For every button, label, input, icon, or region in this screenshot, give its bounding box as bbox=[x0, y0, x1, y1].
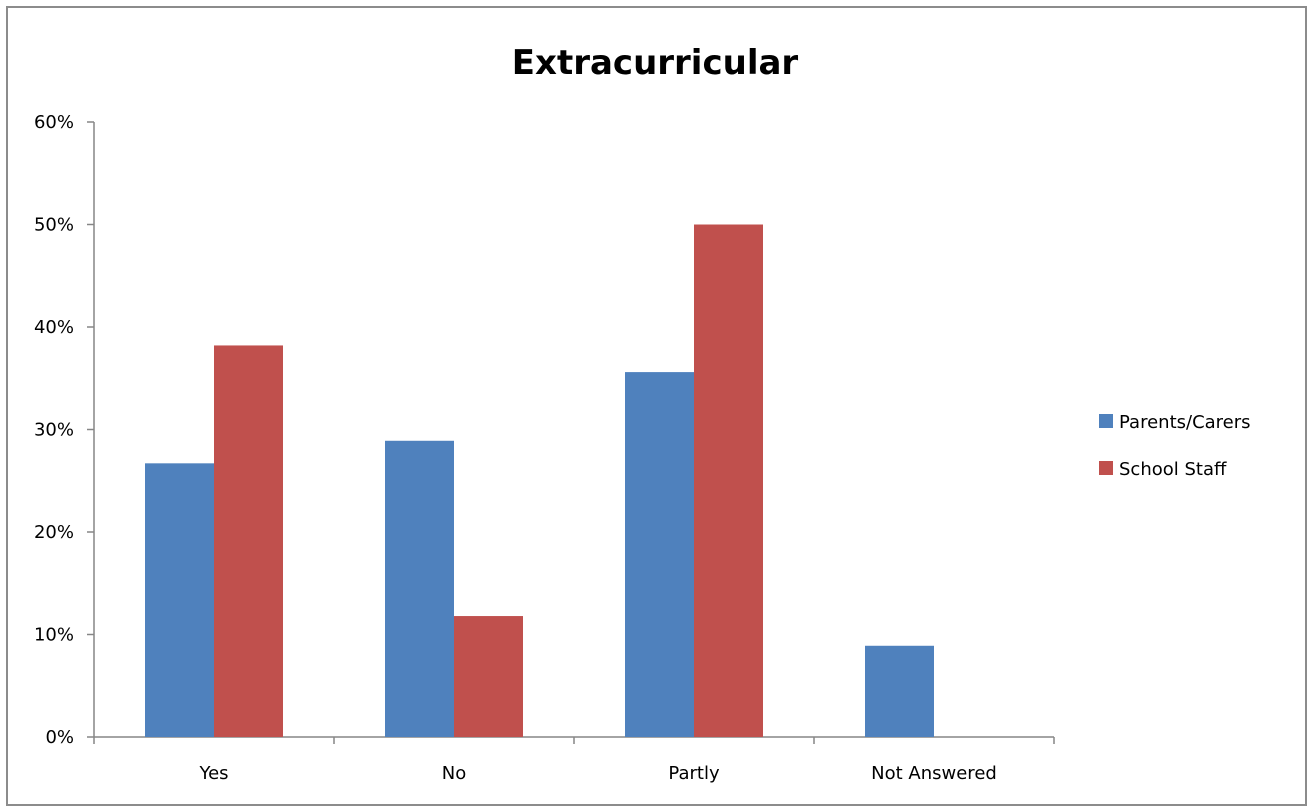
y-tick-label: 50% bbox=[34, 215, 74, 236]
legend-label: School Staff bbox=[1119, 459, 1227, 480]
bar-parents-carers-no bbox=[385, 440, 454, 737]
legend-swatch bbox=[1099, 461, 1113, 475]
legend-swatch bbox=[1099, 414, 1113, 428]
bar-school-staff-yes bbox=[214, 345, 283, 737]
chart-title: Extracurricular bbox=[512, 43, 799, 83]
legend: Parents/Carers School Staff bbox=[1099, 412, 1251, 480]
bar-parents-carers-partly bbox=[625, 372, 694, 737]
y-tick-label: 40% bbox=[34, 317, 74, 338]
x-tick-label: Not Answered bbox=[871, 763, 997, 784]
bars bbox=[145, 224, 934, 737]
bar-school-staff-partly bbox=[694, 224, 763, 737]
y-tick-label: 0% bbox=[45, 727, 74, 748]
x-tick-label: Yes bbox=[198, 763, 228, 784]
x-tick-label: Partly bbox=[668, 763, 720, 784]
bar-school-staff-no bbox=[454, 616, 523, 737]
y-tick-label: 60% bbox=[34, 112, 74, 133]
y-tick-label: 30% bbox=[34, 420, 74, 441]
x-axis: Yes No Partly Not Answered bbox=[93, 736, 1055, 784]
bar-parents-carers-yes bbox=[145, 463, 214, 737]
y-axis: 0% 10% 20% 30% 40% 50% 60% bbox=[34, 112, 95, 748]
bar-parents-carers-not-answered bbox=[865, 645, 934, 737]
legend-label: Parents/Carers bbox=[1119, 412, 1251, 433]
y-tick-label: 10% bbox=[34, 625, 74, 646]
x-tick-label: No bbox=[442, 763, 466, 784]
y-tick-label: 20% bbox=[34, 522, 74, 543]
